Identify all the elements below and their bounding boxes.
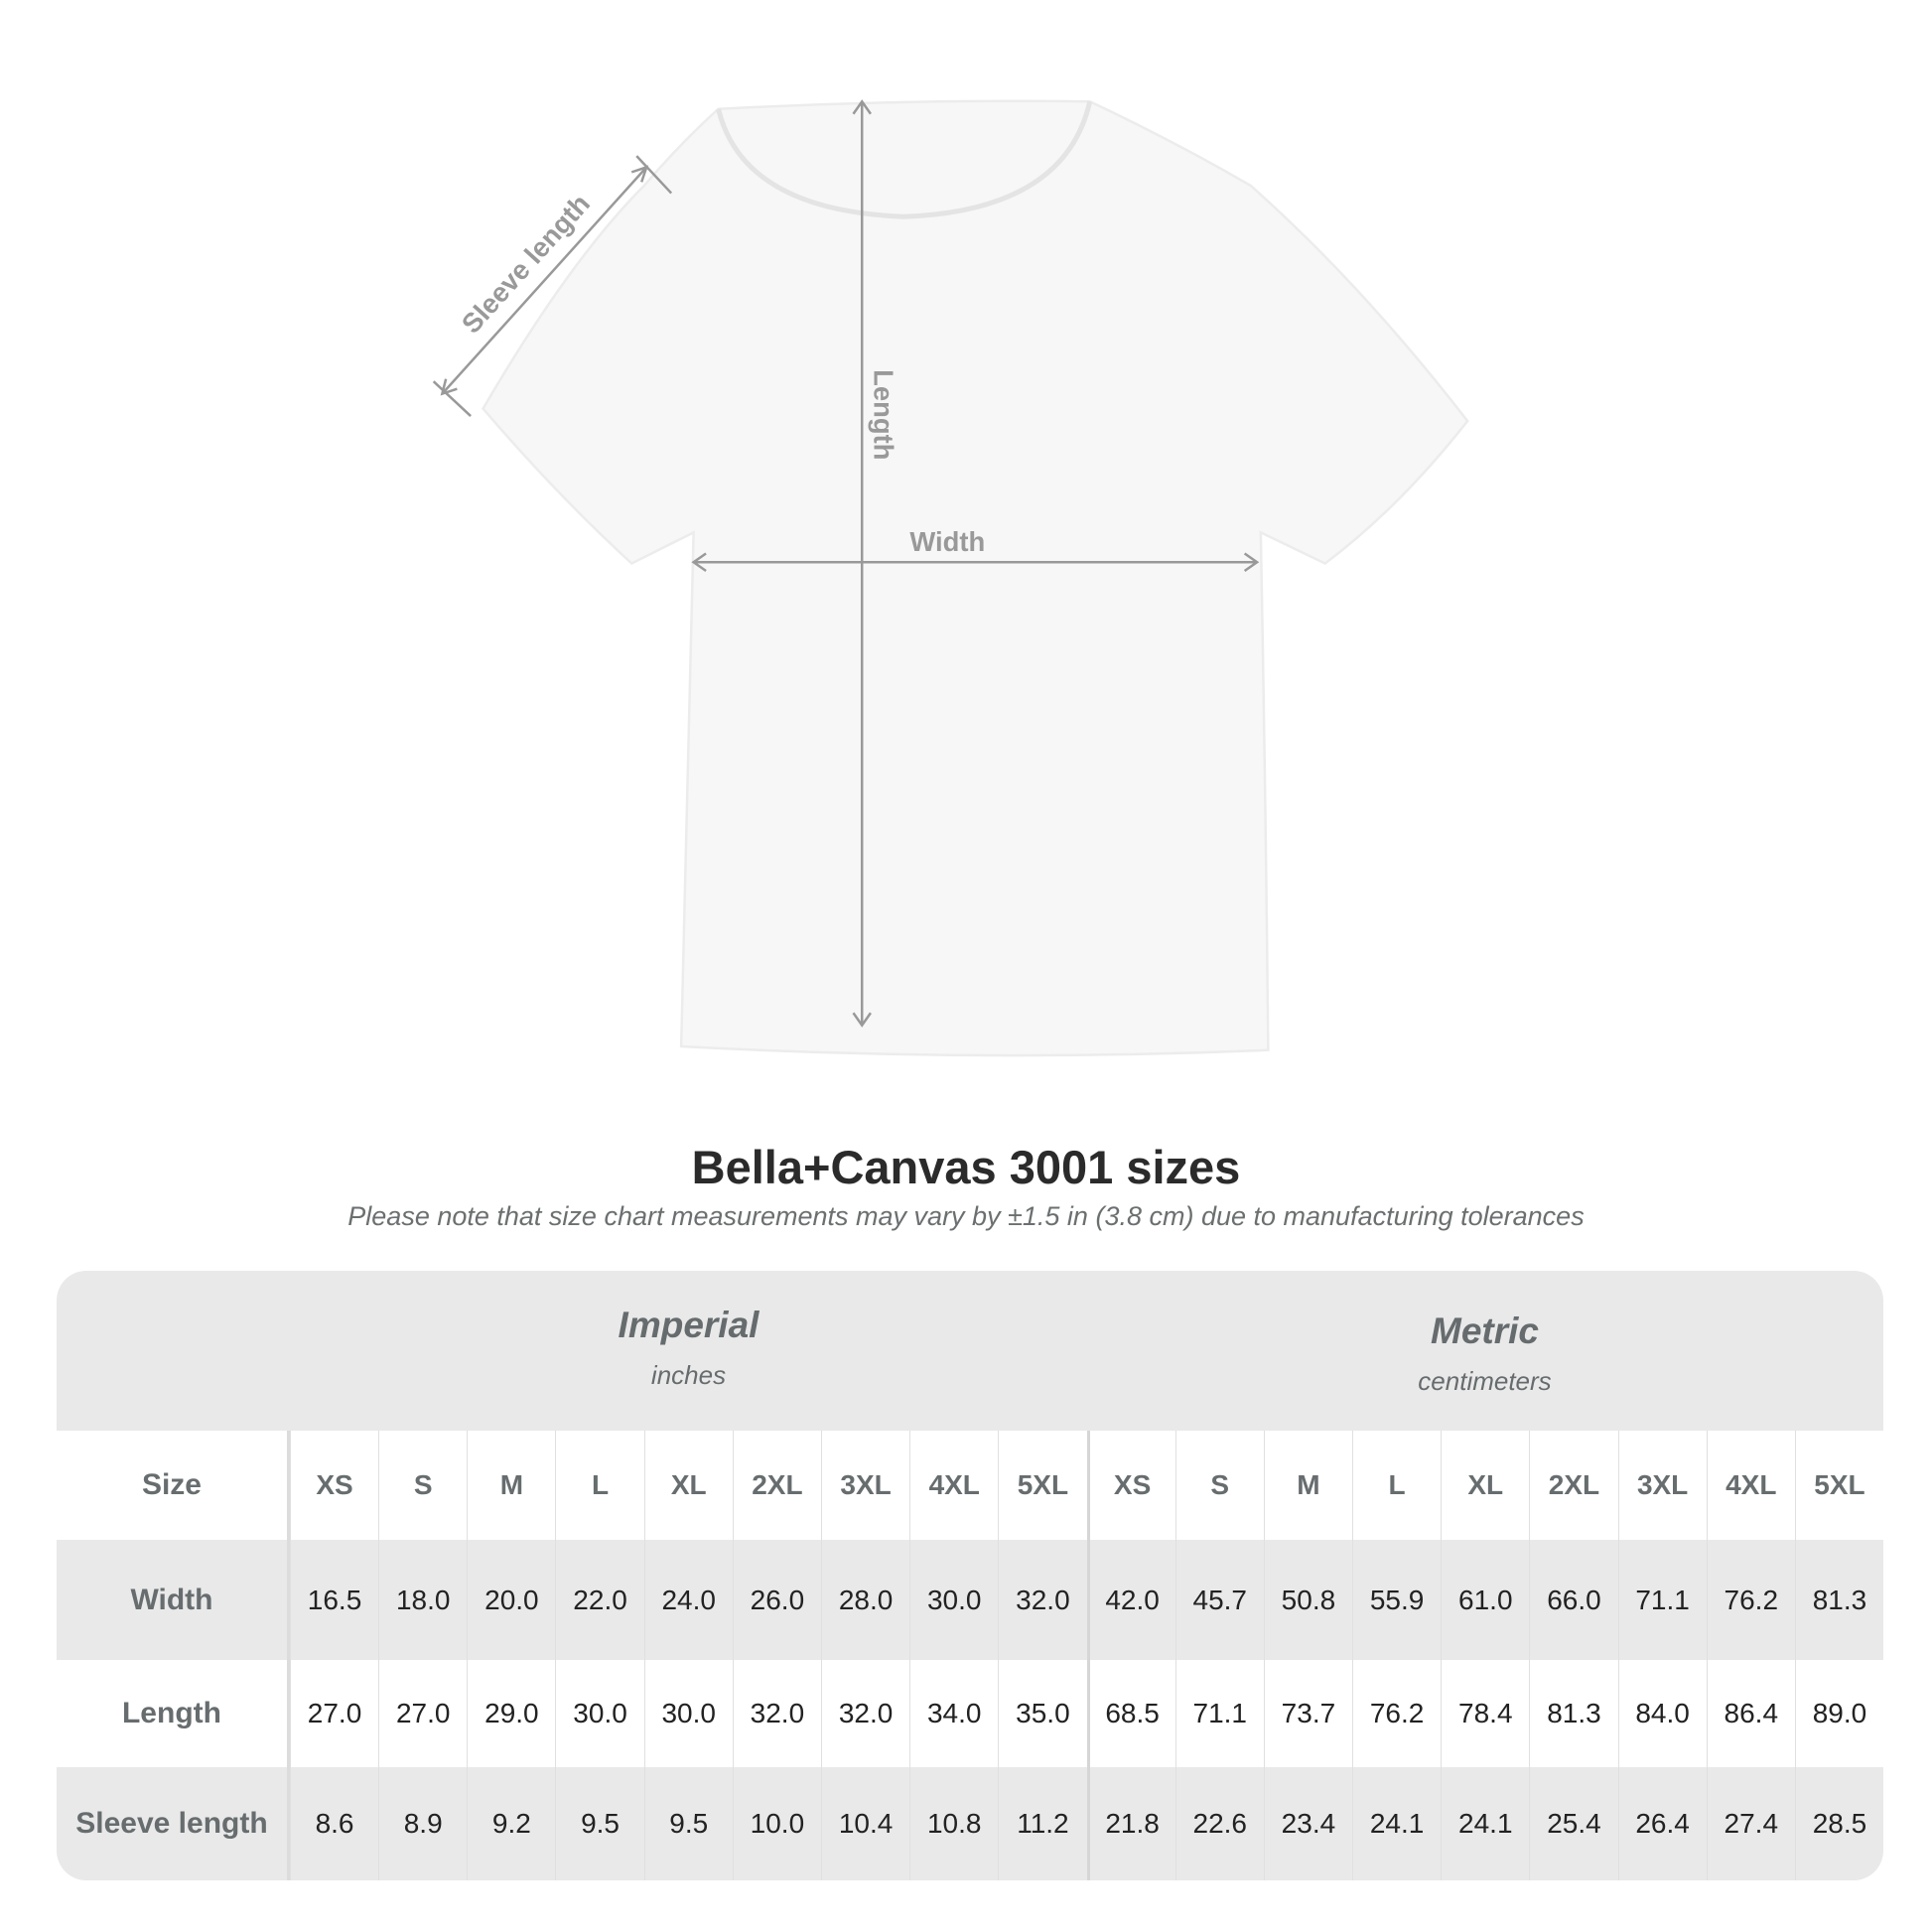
imperial-value-cell: 29.0 <box>467 1660 555 1767</box>
sleeve-arrow <box>441 166 648 395</box>
imperial-value-cell: 22.0 <box>555 1540 643 1660</box>
imperial-value-cell: 20.0 <box>467 1540 555 1660</box>
size-header-cell: XL <box>1441 1431 1529 1540</box>
size-header-cell: S <box>378 1431 467 1540</box>
imperial-value-cell: 32.0 <box>732 1660 821 1767</box>
imperial-value-cell: 28.0 <box>820 1540 909 1660</box>
imperial-unit: inches <box>650 1360 727 1390</box>
metric-value-cell: 25.4 <box>1529 1767 1617 1880</box>
metric-value-cell: 55.9 <box>1352 1540 1441 1660</box>
metric-value-cell: 86.4 <box>1706 1660 1795 1767</box>
metric-value-cell: 45.7 <box>1174 1540 1264 1660</box>
imperial-value-cell: 10.8 <box>909 1767 998 1880</box>
imperial-value-cell: 30.0 <box>555 1660 643 1767</box>
size-header-cell: 4XL <box>909 1431 998 1540</box>
size-header-row: Size XS S M L XL 2XL 3XL 4XL 5XL XS S M L XL 2XL 3XL 4XL 5… <box>57 1431 1883 1540</box>
metric-value-cell: 68.5 <box>1086 1660 1175 1767</box>
imperial-value-cell: 8.9 <box>378 1767 467 1880</box>
metric-value-cell: 50.8 <box>1263 1540 1352 1660</box>
row-label: Width <box>57 1540 290 1660</box>
size-header-cell: 2XL <box>732 1431 821 1540</box>
metric-value-cell: 78.4 <box>1441 1660 1529 1767</box>
metric-value-cell: 76.2 <box>1352 1660 1441 1767</box>
collar <box>716 100 1093 219</box>
size-header-cell: M <box>467 1431 555 1540</box>
metric-value-cell: 71.1 <box>1617 1540 1707 1660</box>
size-header-cell: XS <box>1086 1431 1175 1540</box>
metric-value-cell: 23.4 <box>1263 1767 1352 1880</box>
size-header-cell: L <box>555 1431 643 1540</box>
metric-title: Metric <box>1431 1311 1539 1351</box>
metric-value-cell: 76.2 <box>1706 1540 1795 1660</box>
metric-value-cell: 81.3 <box>1794 1540 1883 1660</box>
metric-header: Metric centimeters <box>1086 1311 1883 1397</box>
imperial-value-cell: 30.0 <box>909 1540 998 1660</box>
imperial-value-cell: 9.5 <box>555 1767 643 1880</box>
imperial-value-cell: 16.5 <box>289 1540 378 1660</box>
size-header-cell: XL <box>643 1431 733 1540</box>
width-label: Width <box>909 526 985 557</box>
metric-value-cell: 42.0 <box>1086 1540 1175 1660</box>
imperial-value-cell: 30.0 <box>643 1660 733 1767</box>
imperial-value-cell: 27.0 <box>289 1660 378 1767</box>
imperial-value-cell: 27.0 <box>378 1660 467 1767</box>
imperial-value-cell: 10.4 <box>820 1767 909 1880</box>
size-table: Imperial inches Metric centimeters Size X… <box>57 1271 1883 1880</box>
imperial-value-cell: 18.0 <box>378 1540 467 1660</box>
table-row: Sleeve length 8.6 8.9 9.2 9.5 9.5 10.0 10.4 10.8… <box>57 1767 1883 1880</box>
size-header-cell: 4XL <box>1706 1431 1795 1540</box>
imperial-value-cell: 9.5 <box>643 1767 733 1880</box>
imperial-value-cell: 9.2 <box>467 1767 555 1880</box>
page-title: Bella+Canvas 3001 sizes <box>691 1141 1241 1193</box>
tshirt-shape <box>482 99 1469 1057</box>
size-header-cell: XS <box>289 1431 378 1540</box>
size-header-cell: 3XL <box>820 1431 909 1540</box>
metric-value-cell: 66.0 <box>1529 1540 1617 1660</box>
row-label: Size <box>57 1431 290 1540</box>
table-row: Length 27.0 27.0 29.0 30.0 30.0 32.0 32.0 34.0 35… <box>57 1660 1883 1767</box>
length-label: Length <box>869 369 899 460</box>
size-header-cell: 5XL <box>1794 1431 1883 1540</box>
metric-value-cell: 26.4 <box>1617 1767 1707 1880</box>
tshirt-diagram: Sleeve length Length Width <box>432 99 1469 1057</box>
metric-value-cell: 24.1 <box>1441 1767 1529 1880</box>
table-row: Width 16.5 18.0 20.0 22.0 24.0 26.0 28.0 30.0 32.… <box>57 1540 1883 1660</box>
tolerance-note: Please note that size chart measurements… <box>347 1201 1585 1231</box>
metric-value-cell: 27.4 <box>1706 1767 1795 1880</box>
size-header-cell: L <box>1352 1431 1441 1540</box>
imperial-value-cell: 34.0 <box>909 1660 998 1767</box>
metric-value-cell: 84.0 <box>1617 1660 1707 1767</box>
row-label: Length <box>57 1660 290 1767</box>
metric-value-cell: 89.0 <box>1794 1660 1883 1767</box>
row-label: Sleeve length <box>57 1767 290 1880</box>
metric-value-cell: 73.7 <box>1263 1660 1352 1767</box>
imperial-value-cell: 24.0 <box>643 1540 733 1660</box>
size-header-cell: 5XL <box>998 1431 1086 1540</box>
imperial-header: Imperial inches <box>290 1305 1087 1391</box>
unit-system-header: Imperial inches Metric centimeters <box>57 1271 1883 1431</box>
imperial-value-cell: 8.6 <box>289 1767 378 1880</box>
imperial-value-cell: 32.0 <box>820 1660 909 1767</box>
metric-value-cell: 22.6 <box>1174 1767 1264 1880</box>
imperial-value-cell: 26.0 <box>732 1540 821 1660</box>
size-header-cell: 2XL <box>1529 1431 1617 1540</box>
imperial-value-cell: 32.0 <box>998 1540 1086 1660</box>
metric-value-cell: 71.1 <box>1174 1660 1264 1767</box>
imperial-value-cell: 35.0 <box>998 1660 1086 1767</box>
imperial-value-cell: 11.2 <box>998 1767 1086 1880</box>
metric-value-cell: 81.3 <box>1529 1660 1617 1767</box>
metric-value-cell: 21.8 <box>1086 1767 1175 1880</box>
size-header-cell: 3XL <box>1617 1431 1707 1540</box>
metric-unit: centimeters <box>1418 1366 1552 1396</box>
imperial-value-cell: 10.0 <box>732 1767 821 1880</box>
size-header-cell: S <box>1174 1431 1264 1540</box>
imperial-title: Imperial <box>618 1305 759 1345</box>
metric-value-cell: 28.5 <box>1794 1767 1883 1880</box>
metric-value-cell: 24.1 <box>1352 1767 1441 1880</box>
size-header-cell: M <box>1263 1431 1352 1540</box>
metric-value-cell: 61.0 <box>1441 1540 1529 1660</box>
